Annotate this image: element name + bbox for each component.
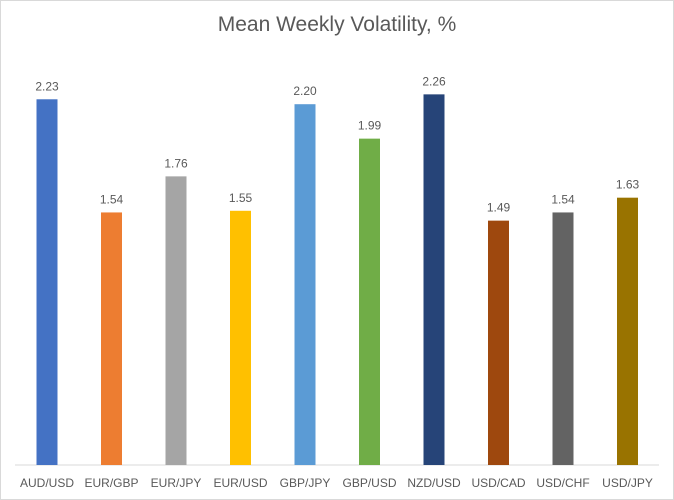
category-label: EUR/JPY	[151, 476, 202, 490]
data-label: 2.26	[422, 74, 446, 88]
data-label: 1.49	[487, 201, 511, 215]
category-label: USD/CAD	[471, 476, 525, 490]
bar-aud-usd	[36, 99, 58, 465]
bar-usd-cad	[488, 220, 509, 465]
data-label: 1.54	[100, 192, 124, 206]
data-label: 2.20	[293, 84, 317, 98]
data-label: 1.76	[164, 156, 188, 170]
bar-eur-gbp	[101, 212, 122, 465]
data-label: 1.63	[616, 178, 640, 192]
data-label: 2.23	[35, 79, 59, 93]
bar-usd-chf	[552, 212, 574, 465]
category-label: USD/JPY	[602, 476, 653, 490]
bar-nzd-usd	[423, 94, 445, 466]
category-label: EUR/GBP	[84, 476, 138, 490]
bar-gbp-usd	[359, 138, 380, 465]
category-label: AUD/USD	[20, 476, 74, 490]
category-label: NZD/USD	[407, 476, 461, 490]
bar-gbp-jpy	[294, 104, 316, 465]
data-label: 1.54	[551, 192, 575, 206]
category-label: EUR/USD	[213, 476, 267, 490]
data-label: 1.99	[358, 119, 382, 133]
category-label: GBP/USD	[342, 476, 396, 490]
data-label: 1.55	[229, 191, 253, 205]
bar-eur-usd	[230, 210, 251, 465]
chart-title: Mean Weekly Volatility, %	[217, 13, 457, 36]
category-label: GBP/JPY	[280, 476, 331, 490]
bar-usd-jpy	[617, 197, 638, 465]
category-label: USD/CHF	[536, 476, 589, 490]
bar-eur-jpy	[165, 176, 187, 466]
